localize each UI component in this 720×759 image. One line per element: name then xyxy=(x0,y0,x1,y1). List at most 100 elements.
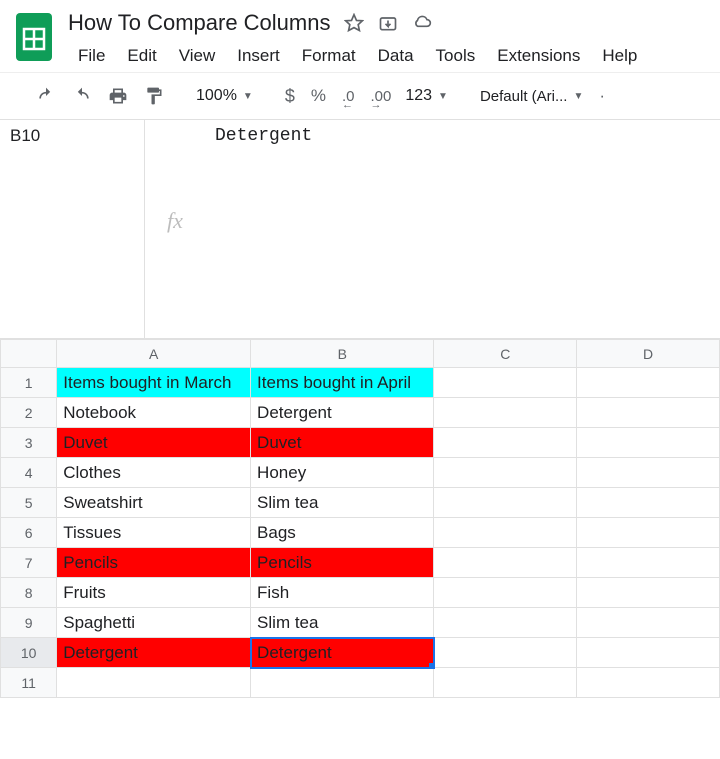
chevron-down-icon: ▼ xyxy=(573,91,583,102)
cell[interactable]: Notebook xyxy=(57,398,251,428)
cell[interactable]: Detergent xyxy=(251,638,434,668)
menu-help[interactable]: Help xyxy=(592,42,647,72)
cell[interactable]: Clothes xyxy=(57,458,251,488)
name-box[interactable]: B10 xyxy=(0,120,145,338)
cell[interactable]: Bags xyxy=(251,518,434,548)
row-header[interactable]: 8 xyxy=(1,578,57,608)
cell[interactable] xyxy=(434,488,577,518)
zoom-value: 100% xyxy=(196,87,237,105)
cell[interactable] xyxy=(434,578,577,608)
cell[interactable]: Fruits xyxy=(57,578,251,608)
cell[interactable] xyxy=(577,668,720,698)
menu-insert[interactable]: Insert xyxy=(227,42,290,72)
undo-icon[interactable] xyxy=(30,82,62,110)
cell[interactable]: Fish xyxy=(251,578,434,608)
document-title[interactable]: How To Compare Columns xyxy=(68,10,330,36)
cell[interactable] xyxy=(577,398,720,428)
row-header[interactable]: 9 xyxy=(1,608,57,638)
sheets-logo[interactable] xyxy=(12,8,56,66)
menu-edit[interactable]: Edit xyxy=(117,42,166,72)
column-header[interactable]: B xyxy=(251,340,434,368)
cell[interactable]: Honey xyxy=(251,458,434,488)
star-icon[interactable] xyxy=(344,13,364,33)
font-family-label: Default (Ari... xyxy=(480,88,568,105)
cell[interactable] xyxy=(577,428,720,458)
toolbar: 100% ▼ $ % .0 ← .00 → 123 ▼ Default (Ari… xyxy=(0,73,720,119)
cell[interactable] xyxy=(577,608,720,638)
menu-tools[interactable]: Tools xyxy=(426,42,486,72)
chevron-down-icon: ▼ xyxy=(438,91,448,102)
row-header[interactable]: 4 xyxy=(1,458,57,488)
cell[interactable]: Slim tea xyxy=(251,488,434,518)
menu-format[interactable]: Format xyxy=(292,42,366,72)
fx-icon: fx xyxy=(167,208,183,234)
cell[interactable] xyxy=(434,608,577,638)
cell[interactable]: Items bought in April xyxy=(251,368,434,398)
cell[interactable] xyxy=(434,428,577,458)
select-all-corner[interactable] xyxy=(1,340,57,368)
decrease-decimal-button[interactable]: .0 ← xyxy=(336,88,361,105)
cell[interactable] xyxy=(577,488,720,518)
row-header[interactable]: 11 xyxy=(1,668,57,698)
cell[interactable] xyxy=(577,578,720,608)
row-header[interactable]: 1 xyxy=(1,368,57,398)
formula-bar[interactable]: Detergent fx xyxy=(145,120,720,338)
cell[interactable]: Sweatshirt xyxy=(57,488,251,518)
cell[interactable] xyxy=(434,638,577,668)
formula-bar-row: B10 Detergent fx xyxy=(0,119,720,339)
cell[interactable] xyxy=(434,548,577,578)
print-icon[interactable] xyxy=(102,82,134,110)
row-header[interactable]: 2 xyxy=(1,398,57,428)
cell[interactable] xyxy=(434,398,577,428)
spreadsheet-grid[interactable]: A B C D 1Items bought in MarchItems boug… xyxy=(0,339,720,698)
column-header[interactable]: A xyxy=(57,340,251,368)
zoom-select[interactable]: 100% ▼ xyxy=(192,87,257,105)
app-header: How To Compare Columns File Edit View In… xyxy=(0,0,720,72)
cell[interactable] xyxy=(577,548,720,578)
paint-format-icon[interactable] xyxy=(138,82,170,110)
menu-file[interactable]: File xyxy=(68,42,115,72)
cell[interactable] xyxy=(577,638,720,668)
number-format-select[interactable]: 123 ▼ xyxy=(401,87,452,105)
row-header[interactable]: 6 xyxy=(1,518,57,548)
cell[interactable]: Duvet xyxy=(57,428,251,458)
column-header[interactable]: C xyxy=(434,340,577,368)
column-header[interactable]: D xyxy=(577,340,720,368)
cloud-status-icon[interactable] xyxy=(412,13,432,33)
font-family-select[interactable]: Default (Ari... ▼ xyxy=(474,88,589,105)
cell[interactable]: Tissues xyxy=(57,518,251,548)
cell[interactable] xyxy=(434,518,577,548)
cell[interactable]: Detergent xyxy=(251,398,434,428)
menu-view[interactable]: View xyxy=(169,42,226,72)
format-currency-button[interactable]: $ xyxy=(279,86,301,107)
menu-extensions[interactable]: Extensions xyxy=(487,42,590,72)
cell[interactable]: Pencils xyxy=(251,548,434,578)
cell[interactable] xyxy=(577,368,720,398)
redo-icon[interactable] xyxy=(66,82,98,110)
menu-bar: File Edit View Insert Format Data Tools … xyxy=(68,42,708,72)
cell[interactable]: Detergent xyxy=(57,638,251,668)
cell[interactable] xyxy=(434,668,577,698)
row-header[interactable]: 7 xyxy=(1,548,57,578)
cell[interactable] xyxy=(434,368,577,398)
row-header[interactable]: 3 xyxy=(1,428,57,458)
cell[interactable] xyxy=(434,458,577,488)
cell[interactable]: Slim tea xyxy=(251,608,434,638)
cell[interactable]: Pencils xyxy=(57,548,251,578)
cell[interactable] xyxy=(57,668,251,698)
cell[interactable] xyxy=(251,668,434,698)
move-to-folder-icon[interactable] xyxy=(378,13,398,33)
cell[interactable]: Items bought in March xyxy=(57,368,251,398)
format-percent-button[interactable]: % xyxy=(305,86,332,106)
chevron-down-icon: ▼ xyxy=(243,91,253,102)
toolbar-more[interactable]: · xyxy=(593,86,611,106)
cell[interactable] xyxy=(577,518,720,548)
cell[interactable]: Spaghetti xyxy=(57,608,251,638)
cell[interactable] xyxy=(577,458,720,488)
menu-data[interactable]: Data xyxy=(368,42,424,72)
increase-decimal-button[interactable]: .00 → xyxy=(364,88,397,105)
formula-bar-content[interactable]: Detergent xyxy=(155,126,312,146)
row-header[interactable]: 5 xyxy=(1,488,57,518)
row-header[interactable]: 10 xyxy=(1,638,57,668)
cell[interactable]: Duvet xyxy=(251,428,434,458)
